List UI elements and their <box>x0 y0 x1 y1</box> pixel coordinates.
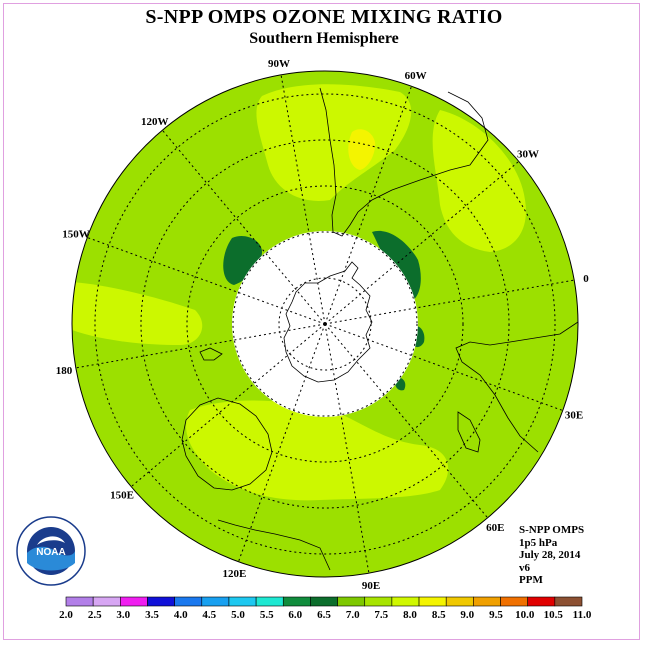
longitude-label: 150E <box>110 489 134 501</box>
coastlines <box>181 87 579 571</box>
madagascar-coast <box>457 411 481 453</box>
map-boundary <box>71 70 579 578</box>
peak-region <box>348 129 376 170</box>
meridian-line <box>324 323 563 412</box>
high-band-west <box>72 282 203 345</box>
meridian-line <box>324 323 489 519</box>
high-band-north <box>256 84 412 201</box>
info-level: 1p5 hPa <box>519 536 558 549</box>
graticule <box>75 74 575 574</box>
longitude-label: 180 <box>56 365 73 377</box>
meridians <box>75 74 575 574</box>
longitude-label: 120E <box>222 568 246 580</box>
longitude-labels: 90W 60W 30W 0 30E 60E 90E 120E 150E 180 150W 120W <box>56 58 590 592</box>
meridian-line <box>130 323 326 488</box>
longitude-label: 90E <box>362 580 380 592</box>
info-date: July 28, 2014 <box>519 549 581 561</box>
longitude-label: 90W <box>268 58 290 70</box>
latitude-circle <box>94 93 556 555</box>
new-zealand-coast <box>199 347 223 361</box>
indonesia-coast <box>217 519 331 571</box>
info-instrument: S-NPP OMPS <box>519 524 585 536</box>
meridian-line <box>324 160 520 325</box>
info-block: S-NPP OMPS 1p5 hPa July 28, 2014 v6 PPM <box>519 524 584 587</box>
longitude-label: 60E <box>486 522 504 534</box>
logo-text: NOAA <box>36 547 65 558</box>
map-subtitle: Southern Hemisphere <box>249 30 399 47</box>
meridian-line <box>324 86 413 325</box>
longitude-label: 30W <box>517 149 539 161</box>
africa-coast <box>455 321 579 453</box>
noaa-logo: NOAA <box>15 515 87 592</box>
longitude-label: 0 <box>583 273 589 285</box>
high-band-south <box>186 400 449 501</box>
meridian-line <box>280 74 326 325</box>
meridian-line <box>237 323 326 562</box>
latitude-circle <box>140 139 510 509</box>
meridian-line <box>324 323 370 574</box>
latitude-circle <box>232 231 418 417</box>
info-version: v6 <box>519 561 530 574</box>
low-region-west <box>223 235 262 285</box>
figure-frame <box>3 3 640 640</box>
australia-coast <box>181 397 273 491</box>
high-band-east <box>432 110 526 252</box>
longitude-label: 30E <box>565 410 583 422</box>
longitude-label: 120W <box>141 116 169 128</box>
latitude-circle <box>186 185 464 463</box>
longitude-label: 60W <box>405 70 427 82</box>
antarctica-coast <box>283 261 373 383</box>
longitude-label: 150W <box>62 228 90 240</box>
info-units: PPM <box>519 574 543 586</box>
meridian-line <box>87 236 326 325</box>
south-america-coast <box>319 87 489 237</box>
meridian-line <box>324 279 575 325</box>
meridian-line <box>161 129 326 325</box>
map-title: S-NPP OMPS OZONE MIXING RATIO <box>145 6 503 28</box>
meridian-line <box>75 323 326 369</box>
